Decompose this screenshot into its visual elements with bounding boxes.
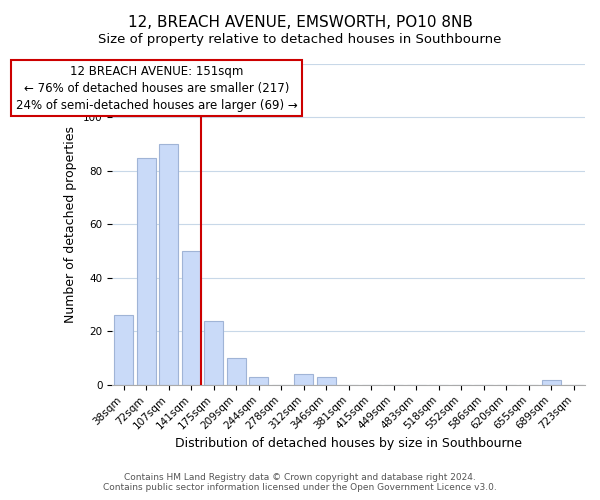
Text: 12, BREACH AVENUE, EMSWORTH, PO10 8NB: 12, BREACH AVENUE, EMSWORTH, PO10 8NB bbox=[128, 15, 472, 30]
Bar bbox=[227, 358, 246, 385]
Bar bbox=[249, 377, 268, 385]
Y-axis label: Number of detached properties: Number of detached properties bbox=[64, 126, 77, 323]
Text: 12 BREACH AVENUE: 151sqm
← 76% of detached houses are smaller (217)
24% of semi-: 12 BREACH AVENUE: 151sqm ← 76% of detach… bbox=[16, 64, 298, 112]
X-axis label: Distribution of detached houses by size in Southbourne: Distribution of detached houses by size … bbox=[175, 437, 522, 450]
Bar bbox=[317, 377, 336, 385]
Text: Contains HM Land Registry data © Crown copyright and database right 2024.
Contai: Contains HM Land Registry data © Crown c… bbox=[103, 473, 497, 492]
Bar bbox=[137, 158, 156, 385]
Bar bbox=[204, 320, 223, 385]
Bar bbox=[182, 251, 201, 385]
Bar bbox=[294, 374, 313, 385]
Bar bbox=[114, 316, 133, 385]
Bar bbox=[159, 144, 178, 385]
Bar bbox=[542, 380, 561, 385]
Text: Size of property relative to detached houses in Southbourne: Size of property relative to detached ho… bbox=[98, 32, 502, 46]
